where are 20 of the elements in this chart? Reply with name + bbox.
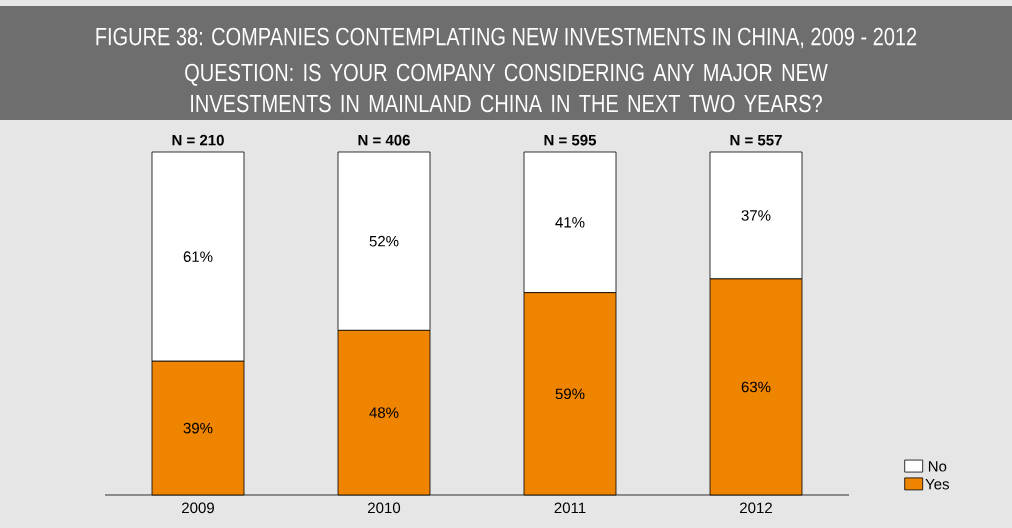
legend-label: No [928,461,947,472]
x-tick-label: 2011 [554,502,586,514]
data-label: 61% [183,251,213,262]
data-label: 48% [369,407,399,418]
x-tick-label: 2009 [182,502,214,514]
annotation: N = 595 [544,134,597,146]
x-tick-label: 2010 [368,502,401,514]
x-tick-label: 2012 [740,502,772,514]
data-label: 52% [369,235,399,247]
data-label: 41% [555,217,585,228]
data-label: 63% [741,381,771,393]
legend-label: Yes [925,478,950,490]
data-label: 39% [183,422,213,434]
data-label: 59% [555,388,585,400]
chart-title: FIGURE 38: COMPANIES CONTEMPLATING NEW INVESTMENTS IN CHINA, 2009 - 2012 [96,27,917,49]
chart-subtitle: QUESTION: IS YOUR COMPANY CONSIDERING ANY MAJOR NEW INVESTMENTS IN MAINLAND CHINA IN THE NEXT TWO YEARS? [185,63,828,113]
annotation: N = 406 [358,134,410,146]
data-label: 37% [741,210,771,221]
annotation: N = 557 [730,135,782,146]
annotation: N = 210 [172,134,224,146]
